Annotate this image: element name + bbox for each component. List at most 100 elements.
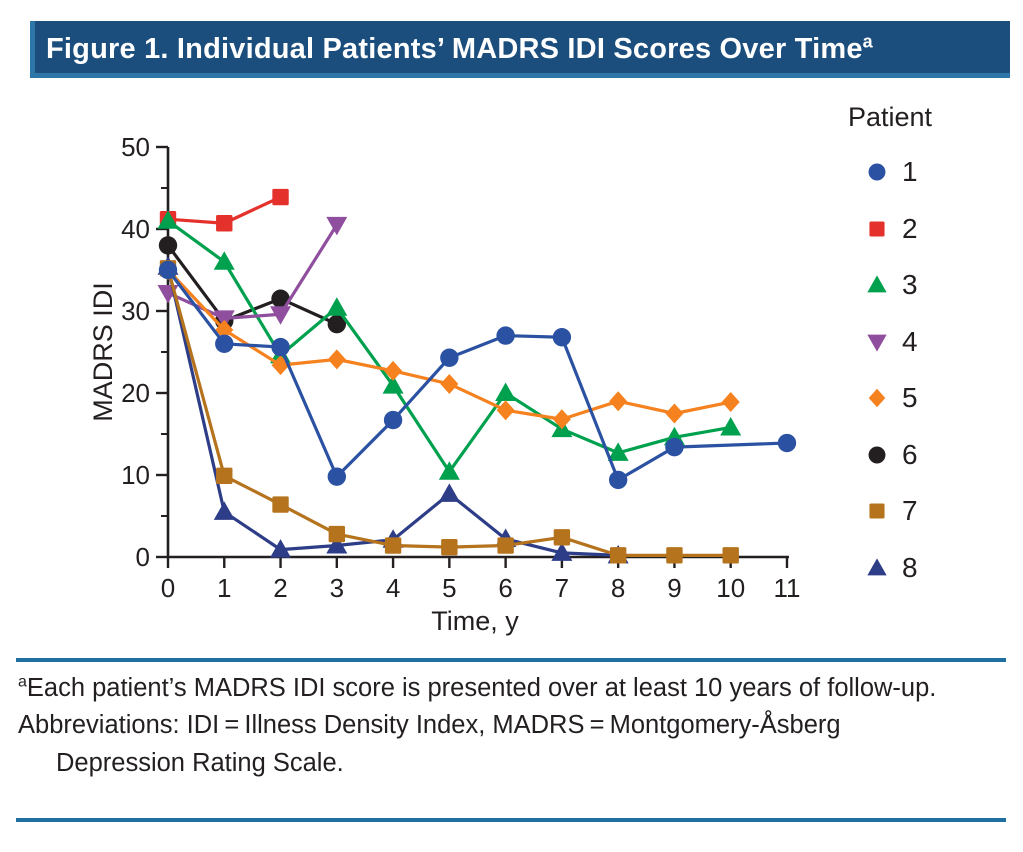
legend-item-patient-4: 4	[835, 314, 1015, 371]
data-point-marker	[609, 547, 627, 564]
data-point-marker	[665, 437, 684, 457]
y-tick-label: 0	[136, 542, 150, 572]
data-point-marker	[384, 537, 402, 554]
legend-item-label: 8	[902, 551, 918, 583]
legend-item-label: 5	[902, 382, 918, 414]
data-point-marker	[272, 188, 289, 206]
figure-title-text: Figure 1. Individual Patients’ MADRS IDI…	[46, 33, 863, 65]
x-tick-label: 1	[217, 573, 231, 603]
data-point-marker	[553, 529, 571, 546]
data-point-marker	[440, 348, 459, 367]
data-point-marker	[270, 306, 292, 325]
legend-item-patient-2: 2	[835, 201, 1015, 258]
data-point-marker	[869, 503, 885, 519]
data-point-marker	[438, 461, 460, 480]
data-point-marker	[215, 319, 234, 340]
figure-title-bar: Figure 1. Individual Patients’ MADRS IDI…	[30, 21, 1010, 78]
triangle-up-icon	[867, 558, 887, 576]
data-point-marker	[213, 251, 235, 270]
footnote-text-2: Abbreviations: IDI = Illness Density Ind…	[18, 711, 841, 777]
y-axis-title: MADRS IDI	[88, 282, 118, 422]
series-patient-1	[158, 260, 797, 490]
y-tick-label: 50	[121, 132, 150, 162]
y-tick-label: 30	[121, 296, 150, 326]
series-patient-7	[159, 260, 739, 564]
x-tick-label: 7	[555, 573, 569, 603]
data-point-marker	[440, 373, 459, 394]
data-point-marker	[213, 310, 235, 329]
data-point-marker	[326, 535, 348, 554]
data-point-marker	[271, 289, 290, 308]
chart-legend: Patient 1 2 3 4 5 6 7 8	[835, 100, 1015, 596]
figure-title-superscript: a	[862, 31, 873, 52]
legend-item-patient-7: 7	[835, 483, 1015, 540]
data-point-marker	[496, 326, 515, 345]
data-point-marker	[157, 210, 179, 229]
data-point-marker	[326, 216, 348, 236]
data-point-marker	[438, 483, 460, 502]
madrs-idi-line-chart: 0 1 2 3 4 5 6 7 8 9 10 11 0 10 20 30 40 50 Time, y MADRS ID…	[88, 132, 800, 636]
data-point-marker	[721, 392, 740, 413]
footnote-superscript: a	[18, 673, 27, 691]
legend-items: 1 2 3 4 5 6 7 8	[835, 144, 1015, 596]
x-tick-label: 10	[716, 573, 745, 603]
series-patient-8	[157, 256, 629, 564]
data-point-marker	[867, 275, 887, 293]
data-point-marker	[497, 537, 514, 554]
data-point-marker	[722, 547, 739, 564]
data-point-marker	[666, 547, 683, 564]
figure-title: Figure 1. Individual Patients’ MADRS IDI…	[46, 31, 873, 66]
legend-item-label: 1	[902, 156, 918, 188]
data-point-marker	[867, 558, 887, 576]
triangle-down-icon	[867, 334, 887, 352]
data-point-marker	[213, 501, 235, 520]
data-point-marker	[552, 328, 572, 347]
data-point-marker	[868, 389, 886, 408]
data-point-marker	[867, 334, 887, 352]
series-patient-6	[158, 236, 347, 334]
legend-item-label: 4	[902, 325, 918, 357]
data-point-marker	[216, 467, 233, 485]
legend-item-patient-5: 5	[835, 370, 1015, 427]
legend-item-patient-6: 6	[835, 427, 1015, 484]
data-point-marker	[326, 297, 348, 316]
data-point-marker	[270, 539, 292, 558]
x-tick-label: 11	[773, 573, 800, 603]
x-tick-label: 4	[386, 573, 400, 603]
x-axis-title: Time, y	[431, 606, 519, 636]
legend-item-patient-1: 1	[835, 144, 1015, 201]
data-point-marker	[552, 409, 571, 430]
x-tick-label: 2	[273, 573, 287, 603]
legend-title: Patient	[848, 102, 933, 132]
data-point-marker	[216, 215, 233, 232]
data-point-marker	[328, 525, 346, 543]
y-tick-label: 10	[121, 460, 150, 490]
data-point-marker	[384, 360, 403, 381]
data-point-marker	[441, 538, 458, 556]
diamond-icon	[868, 389, 886, 408]
circle-icon	[868, 446, 886, 464]
legend-item-patient-8: 8	[835, 540, 1015, 597]
data-point-marker	[158, 236, 178, 255]
footnote-abbreviations: Abbreviations: IDI = Illness Density Ind…	[18, 707, 958, 782]
data-point-marker	[382, 375, 404, 394]
data-point-marker	[383, 410, 403, 430]
y-tick-label: 40	[121, 214, 150, 244]
y-tick-label: 20	[121, 378, 150, 408]
data-point-marker	[271, 337, 290, 357]
data-point-marker	[609, 391, 628, 412]
footnote-rule-top	[16, 658, 1006, 662]
data-point-marker	[551, 542, 573, 561]
x-tick-label: 5	[442, 573, 456, 603]
data-point-marker	[869, 221, 885, 237]
legend-item-label: 2	[902, 212, 918, 244]
triangle-up-icon	[867, 275, 887, 293]
series-patient-2	[159, 188, 289, 232]
data-point-marker	[272, 496, 289, 513]
x-tick-label: 9	[667, 573, 681, 603]
legend-item-label: 7	[902, 495, 918, 527]
circle-icon	[868, 163, 886, 181]
footnotes: aEach patient’s MADRS IDI score is prese…	[18, 670, 958, 782]
data-point-marker	[608, 470, 628, 490]
